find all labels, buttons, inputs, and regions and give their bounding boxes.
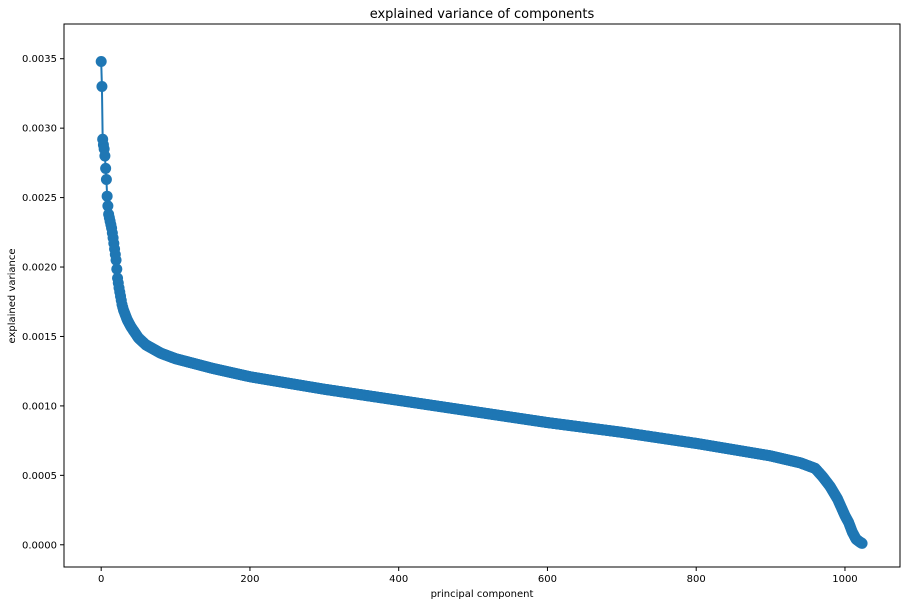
series-line (100, 61, 863, 545)
data-point (102, 200, 114, 212)
data-point (101, 190, 113, 202)
data-point (99, 150, 111, 162)
y-tick-label: 0.0000 (22, 540, 57, 551)
x-tick-label: 400 (389, 574, 408, 585)
y-tick-label: 0.0005 (22, 471, 57, 482)
x-axis-label: principal component (431, 589, 534, 600)
y-tick-label: 0.0025 (22, 193, 57, 204)
data-point (111, 263, 123, 275)
y-tick-label: 0.0010 (22, 401, 57, 412)
data-point (856, 537, 868, 549)
x-tick-label: 600 (538, 574, 557, 585)
data-point (100, 174, 112, 186)
y-tick-label: 0.0035 (22, 54, 57, 65)
plot-frame (63, 23, 901, 568)
y-tick-label: 0.0030 (22, 124, 57, 135)
y-tick-label: 0.0015 (22, 332, 57, 343)
x-tick-label: 0 (98, 574, 104, 585)
data-point (110, 254, 122, 266)
y-tick-label: 0.0020 (22, 263, 57, 274)
data-point (100, 162, 112, 174)
data-point (95, 56, 107, 67)
chart-title: explained variance of components (370, 7, 595, 22)
plot-area (95, 56, 868, 549)
y-axis: 0.0000 0.0005 0.0010 0.0015 0.0020 0.0025 0.00… (22, 54, 64, 551)
x-tick-label: 200 (240, 574, 259, 585)
x-axis: 0 200 400 600 800 1000 (98, 567, 858, 585)
x-tick-label: 1000 (832, 574, 857, 585)
data-point (96, 80, 108, 92)
x-tick-label: 800 (687, 574, 706, 585)
y-axis-label: explained variance (7, 249, 18, 344)
